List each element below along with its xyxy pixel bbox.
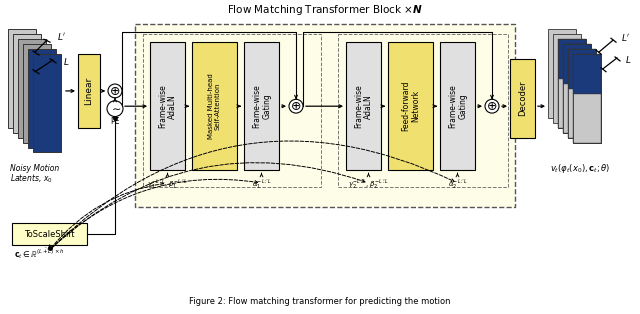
- Bar: [143, 34, 321, 187]
- Bar: [568, 49, 596, 89]
- Bar: [135, 24, 515, 207]
- Bar: [548, 30, 576, 118]
- Text: Frame-wise
Gating: Frame-wise Gating: [252, 84, 271, 128]
- Bar: [568, 49, 596, 138]
- Bar: [558, 39, 586, 79]
- Bar: [563, 44, 591, 133]
- Bar: [558, 39, 586, 128]
- Text: Linear: Linear: [84, 77, 93, 105]
- Text: Frame-wise
AdaLN: Frame-wise AdaLN: [158, 84, 177, 128]
- Bar: [563, 44, 591, 84]
- Text: $L$: $L$: [625, 54, 632, 65]
- Text: $v_t(\varphi_t(x_0), \mathbf{c}_t; \theta)$: $v_t(\varphi_t(x_0), \mathbf{c}_t; \thet…: [550, 162, 611, 175]
- Text: $\alpha_1^{-L\':L}$: $\alpha_1^{-L\':L}$: [252, 178, 271, 191]
- Text: ToScaleShift: ToScaleShift: [24, 230, 75, 239]
- Bar: [244, 42, 279, 170]
- Bar: [563, 84, 591, 133]
- Bar: [23, 44, 51, 143]
- Circle shape: [289, 99, 303, 113]
- Bar: [573, 94, 601, 143]
- Bar: [568, 49, 596, 138]
- Bar: [8, 30, 36, 128]
- Bar: [573, 54, 601, 143]
- Text: $\sim$: $\sim$: [109, 104, 121, 114]
- Text: Flow Matching Transformer Block $\times\boldsymbol{N}$: Flow Matching Transformer Block $\times\…: [227, 3, 423, 17]
- Text: Decoder: Decoder: [518, 80, 527, 116]
- Text: Masked Multi-head
Self-Attention: Masked Multi-head Self-Attention: [208, 73, 221, 139]
- Bar: [338, 34, 508, 187]
- Bar: [18, 39, 46, 138]
- Bar: [192, 42, 237, 170]
- Text: Figure 2: Flow matching transformer for predicting the motion: Figure 2: Flow matching transformer for …: [189, 297, 451, 306]
- Text: $\oplus$: $\oplus$: [291, 100, 301, 113]
- Circle shape: [485, 99, 499, 113]
- Text: $\alpha_2^{-L\':L}$: $\alpha_2^{-L\':L}$: [447, 178, 467, 191]
- Bar: [553, 34, 581, 123]
- Bar: [440, 42, 475, 170]
- Bar: [563, 44, 591, 133]
- Text: $\oplus$: $\oplus$: [109, 85, 121, 98]
- Bar: [568, 89, 596, 138]
- Text: Noisy Motion: Noisy Motion: [10, 164, 60, 173]
- Circle shape: [107, 101, 123, 116]
- Text: Feed-forward
Network: Feed-forward Network: [401, 81, 420, 132]
- Text: $L'$: $L'$: [57, 31, 67, 42]
- Bar: [33, 54, 61, 153]
- Text: $L'$: $L'$: [621, 32, 630, 43]
- Bar: [28, 49, 56, 148]
- Circle shape: [108, 84, 122, 98]
- Bar: [558, 79, 586, 128]
- Bar: [510, 59, 535, 138]
- Bar: [13, 34, 41, 133]
- Bar: [150, 42, 185, 170]
- Text: $\gamma_2^{-L\':L}, \beta_2^{-L\':L}$: $\gamma_2^{-L\':L}, \beta_2^{-L\':L}$: [348, 178, 389, 191]
- Text: $\gamma_1^{-L\':L}, \beta_1^{-L\':L}$: $\gamma_1^{-L\':L}, \beta_1^{-L\':L}$: [147, 178, 188, 191]
- Text: $\oplus$: $\oplus$: [486, 100, 498, 113]
- Bar: [573, 54, 601, 94]
- Bar: [558, 39, 586, 128]
- Text: Latents, $x_0$: Latents, $x_0$: [10, 172, 53, 185]
- Text: $\mathbf{c}_t \in \mathbb{R}^{(L\'+L)\times h}$: $\mathbf{c}_t \in \mathbb{R}^{(L\'+L)\ti…: [14, 245, 65, 261]
- Bar: [346, 42, 381, 170]
- Text: Frame-wise
Gating: Frame-wise Gating: [448, 84, 467, 128]
- Text: PE: PE: [110, 117, 120, 126]
- Bar: [573, 54, 601, 143]
- Text: Frame-wise
AdaLN: Frame-wise AdaLN: [354, 84, 373, 128]
- Bar: [12, 223, 87, 245]
- Text: $L$: $L$: [63, 57, 70, 68]
- Bar: [78, 54, 100, 128]
- Bar: [388, 42, 433, 170]
